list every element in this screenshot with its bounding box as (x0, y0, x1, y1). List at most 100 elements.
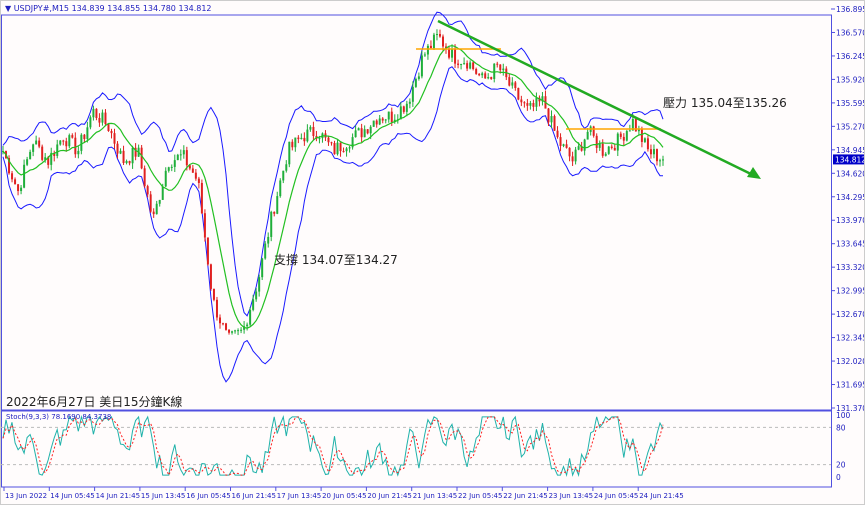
candle-body (550, 116, 553, 123)
candle-body (574, 149, 577, 162)
candle-body (411, 86, 414, 102)
stoch-main-line (2, 415, 664, 478)
candle-body (209, 264, 212, 289)
candle-body (291, 141, 294, 148)
candle-body (517, 87, 520, 100)
candle-body (432, 34, 435, 49)
candle-body (8, 158, 11, 174)
price-tick-label: 136.895 (836, 5, 865, 14)
candle-body (77, 150, 80, 155)
candle-body (613, 147, 616, 151)
candle-body (44, 157, 47, 160)
candle-body (369, 126, 372, 134)
candle-body (155, 203, 158, 215)
candle-body (475, 68, 478, 74)
candle-body (408, 101, 411, 104)
candle-body (399, 106, 402, 120)
candle-body (466, 63, 469, 69)
candle-body (565, 144, 568, 148)
candle-body (532, 102, 535, 107)
candle-body (628, 130, 631, 132)
symbol-header: ▼ USDJPY#,M15 134.839 134.855 134.780 13… (5, 4, 212, 13)
candle-body (231, 331, 234, 333)
candle-body (499, 64, 502, 71)
candle-body (616, 133, 619, 151)
candle-body (297, 137, 300, 140)
candle-body (252, 299, 255, 310)
candle-body (405, 103, 408, 112)
symbol-quote: USDJPY#,M15 134.839 134.855 134.780 134.… (13, 4, 212, 13)
price-tick-label: 132.995 (836, 287, 865, 296)
candle-body (71, 135, 74, 138)
candle-body (107, 124, 110, 132)
candle-body (279, 180, 282, 197)
candle-body (387, 111, 390, 120)
candle-body (463, 63, 466, 65)
candle-body (580, 146, 583, 151)
candle-body (420, 55, 423, 77)
candle-body (215, 299, 218, 318)
candle-body (345, 148, 348, 152)
candle-body (604, 153, 607, 156)
candle-body (228, 329, 231, 333)
candle-body (173, 160, 176, 167)
candle-body (206, 237, 209, 265)
candle-body (610, 146, 613, 148)
candle-body (212, 288, 215, 300)
candle-body (249, 309, 252, 325)
candle-body (23, 164, 26, 188)
candle-body (402, 106, 405, 112)
candle-body (56, 144, 59, 156)
trend-line (437, 19, 754, 177)
price-tick-label: 135.595 (836, 99, 865, 108)
candle-body (294, 137, 297, 148)
candle-body (200, 182, 203, 214)
candle-body (622, 136, 625, 141)
candle-body (285, 164, 288, 171)
price-tick-label: 136.245 (836, 52, 865, 61)
price-tick-label: 131.695 (836, 381, 865, 390)
candle-body (191, 168, 194, 173)
candle-body (481, 73, 484, 76)
candle-body (14, 179, 17, 185)
candle-body (119, 150, 122, 154)
candle-body (140, 147, 143, 169)
candle-body (270, 211, 273, 237)
candle-body (146, 186, 149, 195)
candle-body (478, 73, 481, 76)
candle-body (508, 77, 511, 86)
candle-body (529, 102, 532, 106)
time-tick-label: 20 Jun 21:45 (367, 492, 411, 500)
candle-body (348, 147, 351, 149)
candle-body (134, 147, 137, 157)
candle-body (547, 108, 550, 123)
candle-body (261, 258, 264, 278)
time-tick-label: 15 Jun 13:45 (141, 492, 185, 500)
candle-body (282, 170, 285, 181)
candle-body (487, 77, 490, 79)
candle-body (339, 142, 342, 152)
candle-body (273, 211, 276, 214)
candle-body (662, 159, 664, 161)
price-tick-label: 134.295 (836, 193, 865, 202)
candle-body (240, 329, 243, 331)
time-tick-label: 14 Jun 05:45 (50, 492, 94, 500)
candle-body (634, 118, 637, 132)
candle-body (490, 77, 493, 79)
candle-body (520, 99, 523, 103)
candle-body (384, 119, 387, 121)
candle-body (222, 323, 224, 325)
candle-body (457, 63, 460, 65)
candle-body (68, 135, 71, 147)
moving-average-line (2, 44, 664, 329)
candle-body (607, 146, 610, 154)
candle-body (258, 277, 261, 292)
candle-body (38, 140, 41, 147)
price-tick-label: 134.945 (836, 146, 865, 155)
candle-body (197, 178, 200, 183)
price-tick-label: 132.670 (836, 310, 865, 319)
triangle-down-icon[interactable]: ▼ (5, 4, 12, 13)
candle-body (649, 149, 652, 155)
